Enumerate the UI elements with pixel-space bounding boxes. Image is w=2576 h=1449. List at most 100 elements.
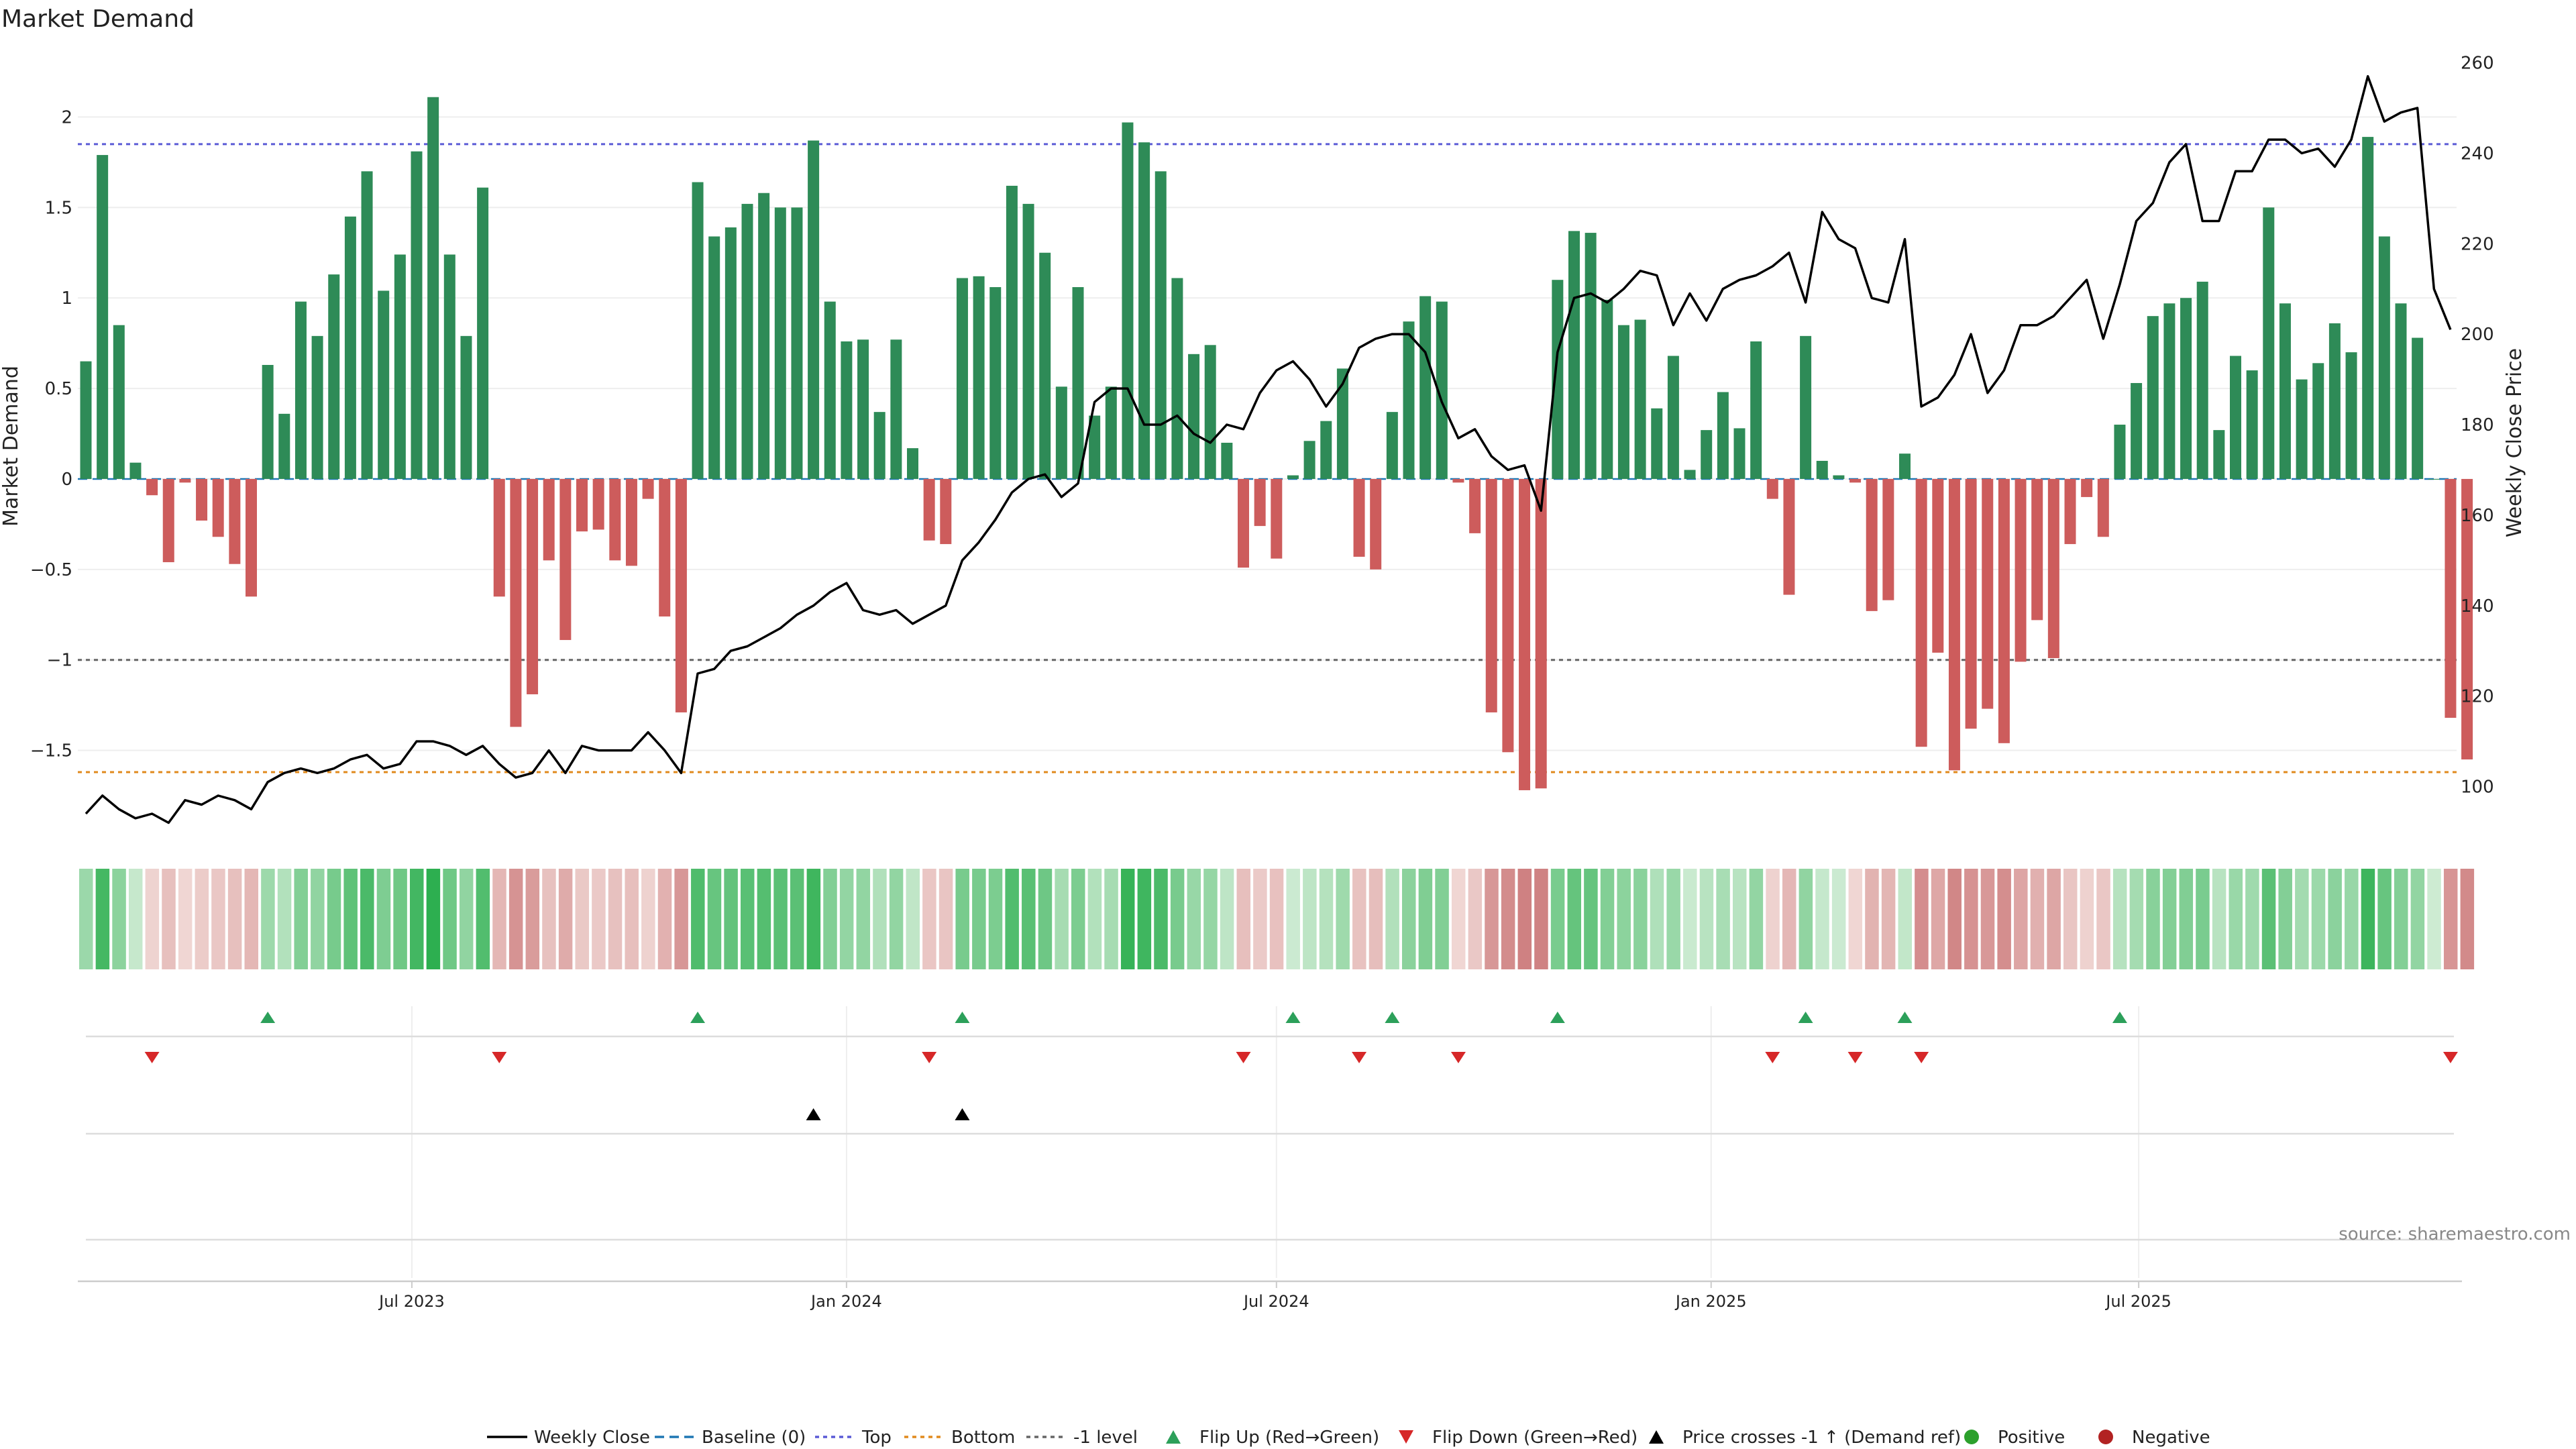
- chart-title: Market Demand: [1, 5, 195, 33]
- right-tick-label: 200: [2461, 325, 2494, 345]
- heat-cell: [2394, 869, 2408, 969]
- heat-cell: [972, 869, 986, 969]
- demand-bar: [973, 276, 985, 479]
- heat-cell: [1120, 869, 1135, 969]
- demand-bar: [2213, 430, 2225, 479]
- heat-cell: [79, 869, 93, 969]
- demand-bar: [1750, 341, 1762, 479]
- demand-bar: [1568, 231, 1580, 479]
- demand-bar: [1419, 296, 1432, 479]
- heat-cell: [1964, 869, 1978, 969]
- heat-cell: [2080, 869, 2094, 969]
- heat-cell: [2278, 869, 2292, 969]
- heat-cell: [294, 869, 308, 969]
- demand-bar: [857, 339, 869, 479]
- demand-bar: [1238, 478, 1249, 568]
- demand-bar: [179, 478, 191, 483]
- heat-cell: [1303, 869, 1317, 969]
- flip-down-marker: [1352, 1052, 1367, 1063]
- heat-cell: [806, 869, 821, 969]
- heat-cell: [1468, 869, 1483, 969]
- demand-bar: [2445, 478, 2457, 718]
- demand-bar: [1006, 185, 1018, 479]
- flip-down-marker: [1847, 1052, 1863, 1063]
- demand-bar: [543, 478, 555, 561]
- demand-bar: [2378, 236, 2390, 479]
- demand-bar: [394, 254, 406, 479]
- right-y-axis: 260 240 220 200 180 160 140 120 100: [2461, 53, 2494, 797]
- heat-cell: [2460, 869, 2475, 969]
- heat-cell: [2096, 869, 2110, 969]
- source-note: source: sharemaestro.com: [2339, 1224, 2571, 1244]
- demand-bar: [1816, 460, 1828, 479]
- left-tick-label: −1.5: [30, 741, 72, 761]
- demand-bar: [2081, 478, 2093, 497]
- demand-bar: [1965, 478, 1977, 729]
- heat-cell: [1617, 869, 1631, 969]
- heat-cell: [327, 869, 341, 969]
- heat-cell: [311, 869, 325, 969]
- heat-cell: [2377, 869, 2392, 969]
- demand-bar: [2196, 281, 2208, 479]
- heat-cell: [393, 869, 407, 969]
- left-y-axis: 2 1.5 1 0.5 0 −0.5 −1 −1.5: [30, 107, 72, 761]
- demand-bar: [2296, 379, 2308, 479]
- weekly-close-series: [85, 74, 2452, 824]
- demand-bar: [1585, 233, 1597, 479]
- heat-cell: [1352, 869, 1366, 969]
- heat-cell: [1766, 869, 1780, 969]
- demand-bar: [2015, 478, 2027, 662]
- demand-bar: [1485, 478, 1497, 712]
- heat-cell: [443, 869, 457, 969]
- heat-cell: [1402, 869, 1416, 969]
- demand-bar: [592, 478, 604, 530]
- x-tick-label: Jan 2024: [810, 1292, 882, 1311]
- heat-cell: [1336, 869, 1350, 969]
- heat-cell: [277, 869, 292, 969]
- demand-bar: [80, 361, 92, 479]
- heat-cell: [724, 869, 738, 969]
- demand-bar: [642, 478, 654, 499]
- left-tick-label: −0.5: [30, 560, 72, 580]
- demand-bar: [1171, 278, 1183, 479]
- legend-label: Positive: [1998, 1428, 2065, 1448]
- price-cross-marker: [806, 1108, 821, 1120]
- flip-down-marker: [1236, 1052, 1251, 1063]
- demand-bar: [2064, 478, 2076, 545]
- legend-label: Negative: [2132, 1428, 2210, 1448]
- heat-cell: [1749, 869, 1764, 969]
- heat-cell: [376, 869, 391, 969]
- demand-bar: [2428, 478, 2440, 480]
- heat-cell: [2410, 869, 2425, 969]
- demand-bar: [1849, 478, 1862, 483]
- legend-label: -1 level: [1073, 1428, 1138, 1448]
- flip-down-marker: [2443, 1052, 2458, 1063]
- x-axis: Jul 2023 Jan 2024 Jul 2024 Jan 2025 Jul 2025: [78, 1280, 2462, 1311]
- heat-cell: [707, 869, 722, 969]
- demand-bar: [841, 341, 853, 479]
- demand-bar: [625, 478, 637, 566]
- heat-cell: [988, 869, 1003, 969]
- heat-cell: [1881, 869, 1896, 969]
- demand-bar: [1915, 478, 1927, 747]
- heat-cell: [525, 869, 540, 969]
- heat-cell: [1501, 869, 1515, 969]
- heat-cell: [2361, 869, 2375, 969]
- demand-bar: [989, 287, 1002, 479]
- heat-cell: [492, 869, 506, 969]
- demand-bar: [1188, 354, 1200, 479]
- heat-cell: [1782, 869, 1796, 969]
- demand-bar: [1998, 478, 2010, 743]
- heat-cell: [1087, 869, 1102, 969]
- demand-bar: [1733, 428, 1746, 479]
- price-cross-marker: [955, 1108, 970, 1120]
- demand-bar: [1469, 478, 1481, 533]
- heat-cell: [1898, 869, 1912, 969]
- demand-bar: [758, 193, 770, 479]
- heat-cell: [592, 869, 606, 969]
- x-tick-label: Jan 2025: [1674, 1292, 1747, 1311]
- heat-cell: [856, 869, 871, 969]
- demand-bar: [1436, 301, 1448, 479]
- demand-bar: [246, 478, 257, 597]
- heat-cell: [1947, 869, 1962, 969]
